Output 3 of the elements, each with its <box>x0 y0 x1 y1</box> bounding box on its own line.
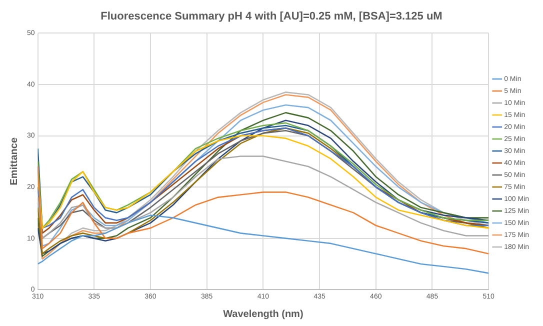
x-axis-title: Wavelength (nm) <box>223 308 304 320</box>
y-axis-title: Emittance <box>8 137 20 186</box>
chart-title: Fluorescence Summary pH 4 with [AU]=0.25 mM, [BSA]=3.125 uM <box>100 10 442 23</box>
